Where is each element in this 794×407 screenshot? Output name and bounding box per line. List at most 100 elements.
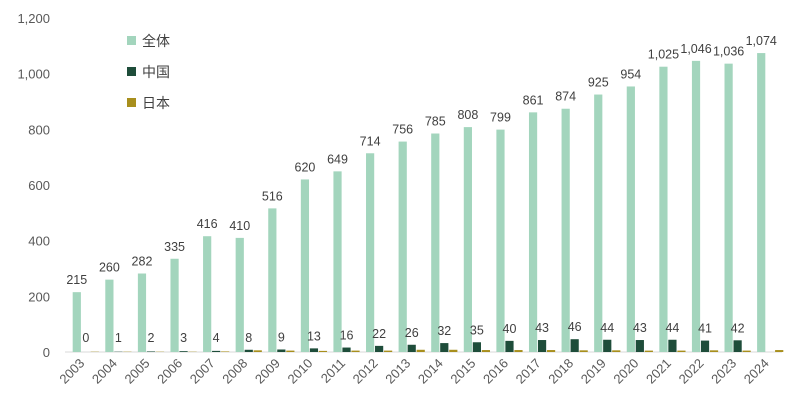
data-label: 416: [197, 217, 218, 231]
data-label: 16: [340, 329, 354, 343]
bar-2007-日本: [221, 351, 230, 352]
x-tick-label: 2015: [447, 356, 478, 387]
legend-label: 日本: [142, 96, 170, 112]
bar-2013-中国: [407, 344, 416, 352]
data-label: 44: [600, 321, 614, 335]
data-label: 13: [307, 329, 321, 343]
data-label: 1,074: [746, 34, 777, 48]
x-tick-label: 2005: [122, 356, 153, 387]
x-tick-label: 2022: [676, 356, 707, 387]
x-tick-label: 2007: [187, 356, 218, 387]
x-tick-label: 2024: [741, 356, 772, 387]
x-tick-label: 2014: [415, 356, 446, 387]
bar-2004-全体: [105, 279, 114, 352]
x-tick-label: 2018: [545, 356, 576, 387]
data-label: 756: [392, 123, 413, 137]
bar-2006-全体: [170, 258, 179, 352]
data-label: 785: [425, 115, 446, 129]
x-tick-label: 2011: [318, 356, 348, 386]
data-label: 40: [503, 322, 517, 336]
bar-2021-全体: [659, 66, 668, 352]
data-label: 44: [665, 321, 679, 335]
bar-2020-中国: [635, 340, 644, 352]
bar-2014-中国: [440, 343, 449, 352]
bar-2012-中国: [375, 345, 384, 352]
data-label: 4: [213, 331, 220, 345]
bar-2016-中国: [505, 340, 514, 352]
data-label: 808: [457, 108, 478, 122]
bar-2008-中国: [244, 349, 253, 352]
bar-2015-日本: [481, 350, 490, 352]
data-label: 799: [490, 111, 511, 125]
bar-2011-日本: [351, 350, 360, 352]
x-tick-label: 2003: [56, 356, 87, 387]
data-label: 22: [372, 327, 386, 341]
legend-swatch: [127, 98, 136, 107]
bar-2016-全体: [496, 129, 505, 352]
x-tick-label: 2013: [382, 356, 413, 387]
y-tick-label: 600: [28, 178, 50, 193]
data-label: 410: [229, 219, 250, 233]
bar-2010-中国: [309, 348, 319, 352]
bar-2014-日本: [449, 349, 458, 352]
bar-2010-全体: [300, 179, 310, 352]
x-tick-label: 2016: [480, 356, 511, 387]
data-label: 620: [295, 160, 316, 174]
x-axis-ticks: 2003 2004 2005 2006 2007 2008 2009 2010 2011 2012…: [56, 356, 771, 387]
x-tick-label: 2012: [350, 356, 381, 387]
data-label: 26: [405, 326, 419, 340]
bar-2017-中国: [537, 340, 547, 352]
bar-2015-全体: [463, 127, 472, 353]
bar-2015-中国: [472, 342, 481, 352]
data-label: 954: [620, 67, 641, 81]
bar-2024-日本: [775, 350, 784, 352]
data-label: 260: [99, 261, 120, 275]
y-axis: 0 200 400 600 800 1,000 1,200: [17, 11, 50, 360]
y-tick-label: 400: [28, 234, 50, 249]
bar-2011-中国: [342, 347, 351, 352]
bar-2018-日本: [579, 350, 588, 352]
data-label: 8: [245, 331, 252, 345]
bar-2005-全体: [137, 273, 147, 352]
legend-label: 全体: [142, 33, 170, 50]
bar-2020-全体: [626, 86, 635, 352]
data-label: 516: [262, 189, 283, 203]
x-tick-label: 2019: [578, 356, 609, 387]
bar-2008-全体: [235, 237, 244, 352]
data-label: 925: [588, 76, 609, 90]
bar-2023-中国: [733, 340, 742, 352]
bar-2022-日本: [709, 350, 719, 352]
bar-2018-全体: [561, 108, 570, 352]
data-label: 282: [132, 255, 153, 269]
bar-2024-全体: [757, 53, 766, 352]
data-label: 0: [82, 331, 89, 345]
x-tick-label: 2010: [284, 356, 315, 387]
bar-2019-日本: [612, 350, 621, 352]
legend-swatch: [127, 36, 136, 45]
data-label: 3: [180, 331, 187, 345]
x-tick-label: 2004: [89, 356, 120, 387]
bar-2012-日本: [384, 350, 393, 352]
x-tick-label: 2006: [154, 356, 185, 387]
bar-2018-中国: [570, 339, 579, 352]
data-label: 2: [148, 331, 155, 345]
x-tick-label: 2020: [610, 356, 641, 387]
x-tick-label: 2017: [513, 356, 544, 387]
data-label: 861: [523, 93, 544, 107]
y-tick-label: 1,200: [17, 11, 50, 26]
bar-2017-全体: [528, 112, 538, 352]
bar-2016-日本: [514, 350, 523, 352]
bar-2021-日本: [677, 350, 686, 352]
bar-2021-中国: [668, 339, 677, 352]
data-label: 215: [66, 273, 87, 287]
x-tick-label: 2023: [708, 356, 739, 387]
bar-2005-中国: [146, 351, 156, 352]
data-label: 42: [731, 321, 745, 335]
data-label: 1,046: [680, 42, 711, 56]
y-tick-label: 800: [28, 122, 50, 137]
y-tick-label: 1,000: [17, 67, 50, 82]
bar-2009-全体: [268, 208, 277, 352]
data-label: 1,036: [713, 45, 744, 59]
